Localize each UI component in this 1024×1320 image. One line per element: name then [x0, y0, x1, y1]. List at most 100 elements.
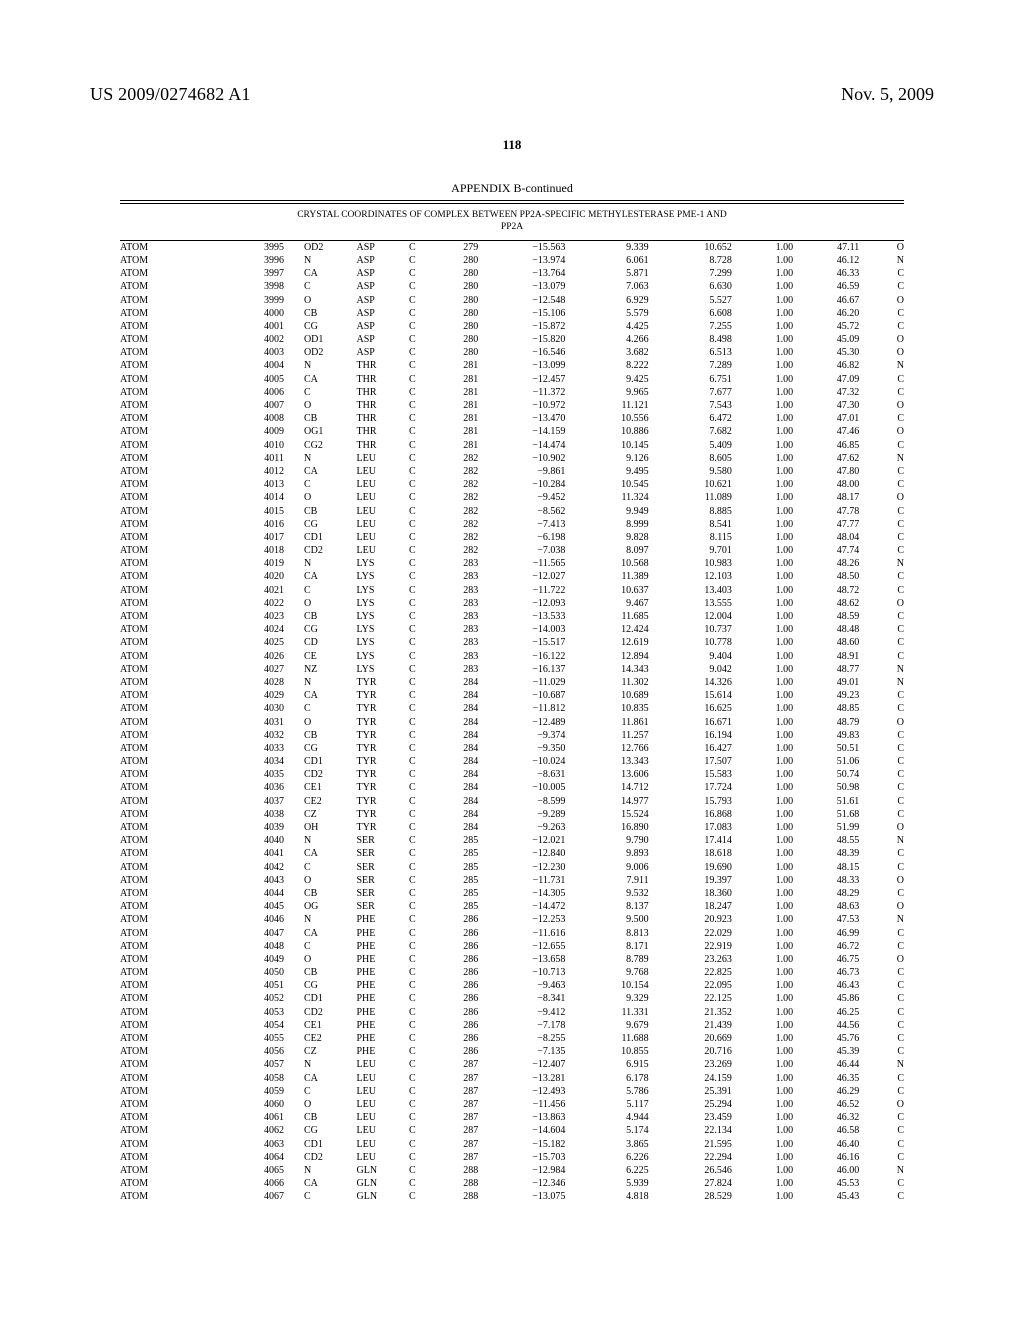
table-cell: 10.621: [659, 478, 742, 491]
table-cell: CA: [304, 373, 357, 386]
table-cell: O: [873, 597, 904, 610]
table-cell: 5.871: [575, 267, 658, 280]
table-cell: O: [873, 346, 904, 359]
table-cell: THR: [356, 399, 409, 412]
table-cell: C: [409, 240, 444, 254]
table-row: ATOM4050CBPHEC286−10.7139.76822.8251.004…: [120, 966, 904, 979]
table-cell: ATOM: [120, 240, 186, 254]
table-cell: 48.60: [803, 636, 873, 649]
coordinates-table: ATOM3995OD2ASPC279−15.5639.33910.6521.00…: [120, 240, 904, 1204]
table-cell: 4014: [186, 491, 304, 504]
table-cell: N: [873, 359, 904, 372]
table-cell: 283: [444, 636, 492, 649]
table-cell: 10.689: [575, 689, 658, 702]
table-cell: ATOM: [120, 439, 186, 452]
table-cell: C: [304, 861, 357, 874]
table-row: ATOM4036CE1TYRC284−10.00514.71217.7241.0…: [120, 781, 904, 794]
table-cell: C: [409, 359, 444, 372]
table-cell: ATOM: [120, 597, 186, 610]
table-cell: CB: [304, 729, 357, 742]
table-cell: C: [409, 1151, 444, 1164]
table-cell: −12.021: [492, 834, 575, 847]
table-cell: 1.00: [742, 544, 803, 557]
table-cell: 16.868: [659, 808, 742, 821]
table-cell: −8.599: [492, 795, 575, 808]
table-cell: OG1: [304, 425, 357, 438]
table-cell: 8.498: [659, 333, 742, 346]
table-cell: 47.53: [803, 913, 873, 926]
table-cell: 279: [444, 240, 492, 254]
table-cell: 284: [444, 676, 492, 689]
table-cell: C: [409, 584, 444, 597]
table-cell: −12.407: [492, 1058, 575, 1071]
table-cell: O: [304, 716, 357, 729]
table-cell: 17.507: [659, 755, 742, 768]
publication-date: Nov. 5, 2009: [841, 84, 934, 105]
table-cell: C: [409, 650, 444, 663]
table-cell: ATOM: [120, 452, 186, 465]
table-cell: 9.965: [575, 386, 658, 399]
table-cell: −9.289: [492, 808, 575, 821]
table-cell: 11.861: [575, 716, 658, 729]
table-cell: 280: [444, 307, 492, 320]
table-cell: −11.616: [492, 927, 575, 940]
table-row: ATOM4024CGLYSC283−14.00312.42410.7371.00…: [120, 623, 904, 636]
table-cell: 3996: [186, 254, 304, 267]
table-cell: ATOM: [120, 992, 186, 1005]
table-cell: ATOM: [120, 386, 186, 399]
table-cell: ATOM: [120, 1072, 186, 1085]
table-cell: −10.687: [492, 689, 575, 702]
table-cell: 1.00: [742, 610, 803, 623]
table-cell: C: [304, 1085, 357, 1098]
table-cell: 4006: [186, 386, 304, 399]
table-cell: C: [409, 452, 444, 465]
table-cell: C: [409, 1190, 444, 1203]
table-cell: −11.456: [492, 1098, 575, 1111]
table-cell: 1.00: [742, 1151, 803, 1164]
table-cell: 25.294: [659, 1098, 742, 1111]
table-cell: ATOM: [120, 940, 186, 953]
table-cell: 4019: [186, 557, 304, 570]
table-cell: O: [873, 1098, 904, 1111]
table-cell: LEU: [356, 1151, 409, 1164]
table-cell: 1.00: [742, 861, 803, 874]
table-row: ATOM4012CALEUC282−9.8619.4959.5801.0047.…: [120, 465, 904, 478]
table-cell: 284: [444, 821, 492, 834]
table-cell: LEU: [356, 518, 409, 531]
table-cell: 287: [444, 1098, 492, 1111]
table-cell: 1.00: [742, 346, 803, 359]
table-cell: O: [873, 425, 904, 438]
table-cell: −13.974: [492, 254, 575, 267]
table-cell: 7.063: [575, 280, 658, 293]
table-cell: PHE: [356, 953, 409, 966]
table-cell: C: [873, 439, 904, 452]
table-cell: 3998: [186, 280, 304, 293]
table-row: ATOM4056CZPHEC286−7.13510.85520.7161.004…: [120, 1045, 904, 1058]
table-cell: O: [873, 874, 904, 887]
table-row: ATOM4049OPHEC286−13.6588.78923.2631.0046…: [120, 953, 904, 966]
table-cell: −12.548: [492, 294, 575, 307]
table-cell: 4030: [186, 702, 304, 715]
table-cell: GLN: [356, 1190, 409, 1203]
table-cell: 7.289: [659, 359, 742, 372]
table-cell: 4.266: [575, 333, 658, 346]
table-cell: THR: [356, 425, 409, 438]
table-cell: 1.00: [742, 663, 803, 676]
table-row: ATOM4051CGPHEC286−9.46310.15422.0951.004…: [120, 979, 904, 992]
table-cell: 1.00: [742, 425, 803, 438]
table-cell: 4065: [186, 1164, 304, 1177]
table-cell: 17.724: [659, 781, 742, 794]
table-subtitle-line2: PP2A: [120, 222, 904, 234]
table-cell: 285: [444, 900, 492, 913]
table-cell: 46.75: [803, 953, 873, 966]
table-cell: 49.23: [803, 689, 873, 702]
table-row: ATOM4028NTYRC284−11.02911.30214.3261.004…: [120, 676, 904, 689]
table-cell: ATOM: [120, 491, 186, 504]
table-cell: 4025: [186, 636, 304, 649]
table-cell: −9.861: [492, 465, 575, 478]
table-cell: ATOM: [120, 373, 186, 386]
table-cell: C: [873, 927, 904, 940]
table-cell: 1.00: [742, 940, 803, 953]
table-cell: 1.00: [742, 821, 803, 834]
table-cell: C: [873, 650, 904, 663]
